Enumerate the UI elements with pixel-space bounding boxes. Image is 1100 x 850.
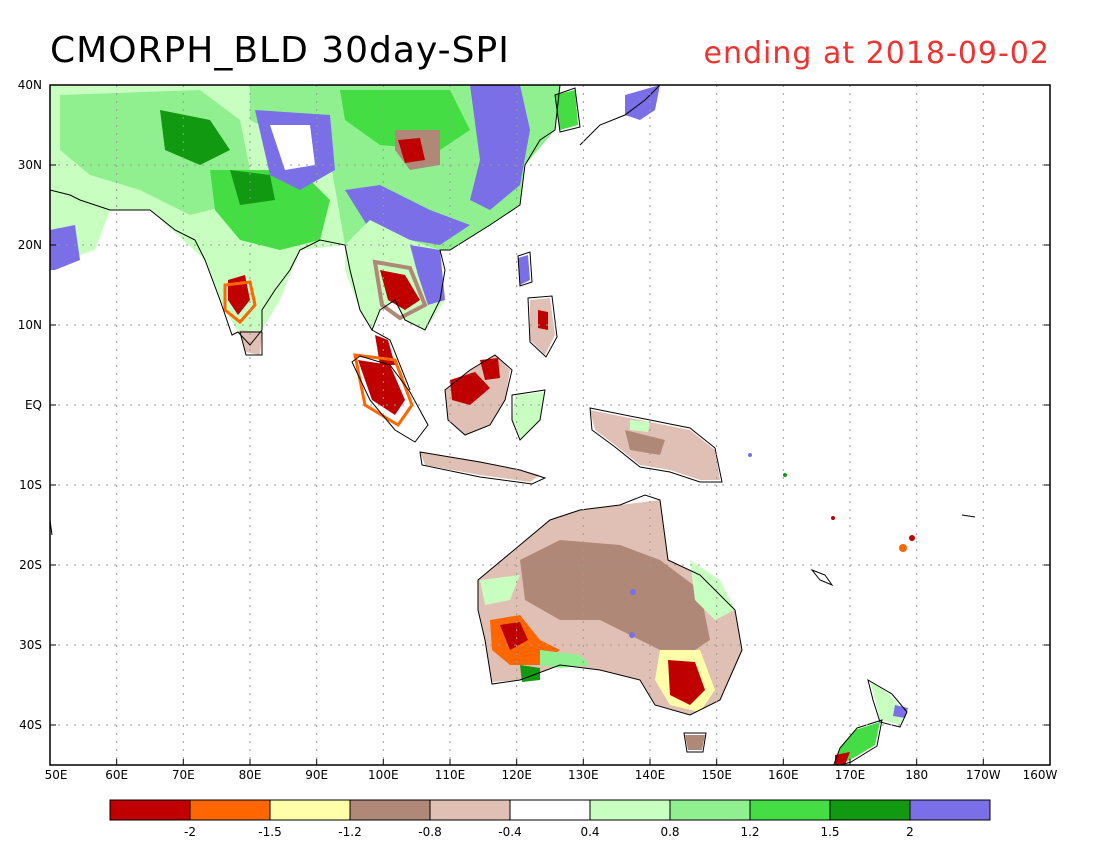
region-japan-korea xyxy=(555,85,660,130)
spi-field xyxy=(50,85,915,765)
map-subtitle: ending at 2018-09-02 xyxy=(703,36,1050,71)
lon-label: 90E xyxy=(305,768,329,782)
legend-swatch xyxy=(269,799,351,821)
lon-label: 160W xyxy=(1022,768,1058,782)
lon-label: 60E xyxy=(105,768,129,782)
lat-label: 40N xyxy=(17,78,42,92)
lon-label: 140E xyxy=(634,768,666,782)
lon-label: 160E xyxy=(768,768,799,782)
map-title: CMORPH_BLD 30day-SPI xyxy=(50,30,510,71)
gridlines xyxy=(50,85,1050,765)
legend-label: -0.4 xyxy=(498,825,522,839)
lat-label: EQ xyxy=(24,398,42,412)
lat-label: 20S xyxy=(19,558,42,572)
region-java xyxy=(420,452,540,482)
legend-label: 2 xyxy=(906,825,914,839)
legend-label: -1.5 xyxy=(258,825,282,839)
legend-swatch xyxy=(349,799,431,821)
legend-swatch xyxy=(429,799,511,821)
legend-label: 0.4 xyxy=(580,825,600,839)
lon-label: 80E xyxy=(238,768,262,782)
lat-label: 30N xyxy=(17,158,42,172)
region-sumatra xyxy=(352,330,430,440)
lat-label: 10S xyxy=(19,478,42,492)
legend-swatch xyxy=(749,799,831,821)
legend-swatch xyxy=(109,799,191,821)
lon-label: 50E xyxy=(44,768,68,782)
region-borneo xyxy=(445,355,545,440)
legend-swatch xyxy=(189,799,271,821)
lon-label: 170E xyxy=(834,768,866,782)
lat-label: 10N xyxy=(17,318,42,332)
region-pacific-islands xyxy=(629,453,915,638)
legend-label: -2 xyxy=(184,825,196,839)
lon-label: 130E xyxy=(568,768,599,782)
lon-label: 150E xyxy=(701,768,732,782)
region-indochina xyxy=(345,220,445,330)
legend-label: 1.5 xyxy=(820,825,840,839)
lon-label: 170W xyxy=(965,768,1001,782)
legend-swatch xyxy=(669,799,751,821)
legend-colorbar xyxy=(109,799,991,821)
region-new-guinea xyxy=(590,410,720,480)
lon-label: 100E xyxy=(368,768,399,782)
legend-label: -1.2 xyxy=(338,825,362,839)
coastlines xyxy=(50,85,976,765)
legend-swatch xyxy=(589,799,671,821)
tick-marks xyxy=(50,84,1050,765)
legend-label: 0.8 xyxy=(660,825,680,839)
lon-label: 120E xyxy=(501,768,532,782)
lon-label: 180 xyxy=(905,768,929,782)
lat-label: 20N xyxy=(17,238,42,252)
region-philippines xyxy=(518,255,555,355)
lon-label: 110E xyxy=(434,768,466,782)
legend-label: -0.8 xyxy=(418,825,442,839)
lat-label: 30S xyxy=(19,638,42,652)
map-frame xyxy=(49,84,1051,766)
lon-label: 70E xyxy=(171,768,195,782)
region-australia xyxy=(478,500,742,750)
region-east-asia xyxy=(230,85,560,250)
lat-label: 40S xyxy=(19,718,42,732)
legend-swatch xyxy=(509,799,591,821)
legend-label: 1.2 xyxy=(740,825,760,839)
legend-swatch xyxy=(909,799,991,821)
legend-swatch xyxy=(829,799,911,821)
